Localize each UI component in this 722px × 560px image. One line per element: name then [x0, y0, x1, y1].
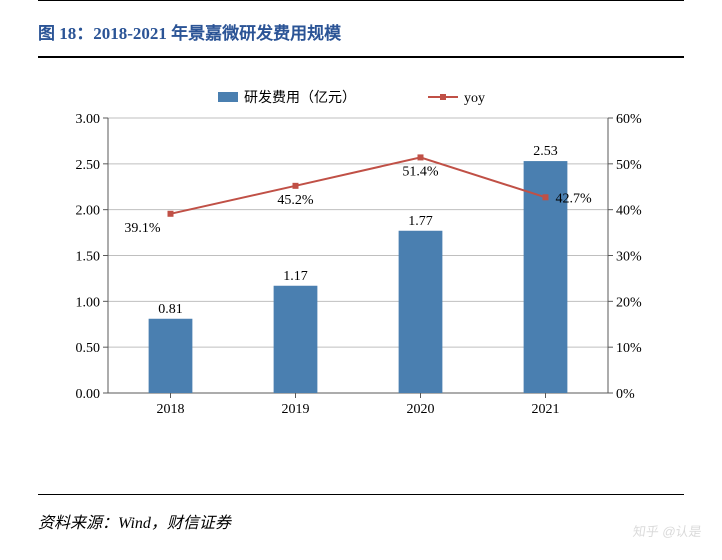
legend-bar-swatch	[218, 92, 238, 102]
footer-rule	[38, 494, 684, 495]
legend-line-label: yoy	[464, 91, 485, 106]
watermark: 知乎 @认是	[632, 521, 703, 540]
svg-text:42.7%: 42.7%	[556, 191, 593, 206]
bar	[399, 231, 443, 393]
chart-container: 0.00 0.50 1.00 1.50 2.00 2.50 3.00 0% 10% 20% 30% 4…	[38, 88, 684, 458]
svg-text:0.81: 0.81	[158, 302, 183, 317]
svg-text:2.50: 2.50	[76, 158, 101, 173]
bar	[149, 319, 193, 393]
svg-text:0.50: 0.50	[76, 341, 101, 356]
svg-text:10%: 10%	[616, 341, 642, 356]
svg-text:1.00: 1.00	[76, 295, 101, 310]
title-rule-top	[38, 0, 684, 1]
svg-text:2.00: 2.00	[76, 204, 101, 219]
svg-text:2021: 2021	[532, 402, 560, 417]
svg-text:30%: 30%	[616, 250, 642, 265]
yoy-marker	[168, 211, 174, 217]
svg-text:1.17: 1.17	[283, 269, 308, 284]
svg-text:2019: 2019	[282, 402, 310, 417]
svg-text:0.00: 0.00	[76, 387, 101, 402]
bar	[274, 286, 318, 393]
svg-text:60%: 60%	[616, 112, 642, 127]
svg-text:0%: 0%	[616, 387, 635, 402]
svg-text:50%: 50%	[616, 158, 642, 173]
svg-text:1.77: 1.77	[408, 214, 433, 229]
svg-text:2020: 2020	[407, 402, 435, 417]
svg-text:3.00: 3.00	[76, 112, 101, 127]
svg-text:39.1%: 39.1%	[124, 221, 161, 236]
legend-bar-label: 研发费用（亿元）	[244, 90, 356, 106]
svg-text:2.53: 2.53	[533, 144, 558, 159]
svg-text:1.50: 1.50	[76, 250, 101, 265]
svg-text:20%: 20%	[616, 295, 642, 310]
svg-text:2018: 2018	[157, 402, 185, 417]
yoy-marker	[293, 183, 299, 189]
yoy-marker	[418, 154, 424, 160]
svg-text:40%: 40%	[616, 204, 642, 219]
svg-text:45.2%: 45.2%	[277, 193, 314, 208]
yoy-marker	[543, 194, 549, 200]
title-rule-bottom	[38, 56, 684, 58]
combo-chart: 0.00 0.50 1.00 1.50 2.00 2.50 3.00 0% 10% 20% 30% 4…	[38, 88, 678, 423]
figure-source: 资料来源：Wind，财信证券	[0, 501, 722, 533]
yoy-line	[171, 157, 546, 213]
svg-text:51.4%: 51.4%	[402, 164, 439, 179]
figure-title: 图 18：2018-2021 年景嘉微研发费用规模	[0, 5, 722, 54]
